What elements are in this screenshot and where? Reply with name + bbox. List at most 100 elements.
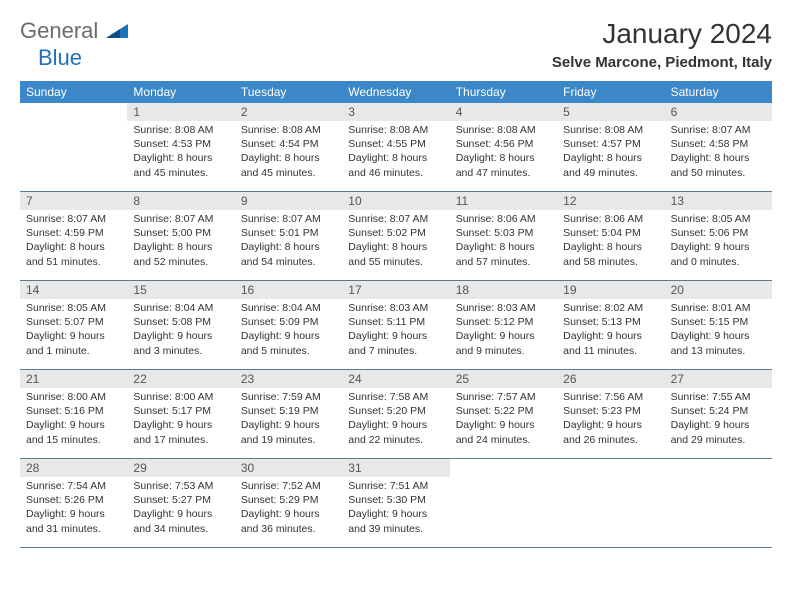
sunset-text: Sunset: 5:20 PM bbox=[348, 404, 443, 418]
sunrise-text: Sunrise: 8:07 AM bbox=[241, 212, 336, 226]
logo-word-general: General bbox=[20, 18, 98, 43]
day-cell: 20Sunrise: 8:01 AMSunset: 5:15 PMDayligh… bbox=[665, 281, 772, 369]
logo: General Blue bbox=[20, 18, 128, 71]
sunrise-text: Sunrise: 8:08 AM bbox=[348, 123, 443, 137]
day-details: Sunrise: 8:00 AMSunset: 5:16 PMDaylight:… bbox=[20, 388, 127, 453]
day-cell: 21Sunrise: 8:00 AMSunset: 5:16 PMDayligh… bbox=[20, 370, 127, 458]
day-cell: 14Sunrise: 8:05 AMSunset: 5:07 PMDayligh… bbox=[20, 281, 127, 369]
daylight-text: Daylight: 9 hours and 0 minutes. bbox=[671, 240, 766, 268]
day-details: Sunrise: 8:06 AMSunset: 5:04 PMDaylight:… bbox=[557, 210, 664, 275]
daylight-text: Daylight: 8 hours and 45 minutes. bbox=[241, 151, 336, 179]
daylight-text: Daylight: 9 hours and 9 minutes. bbox=[456, 329, 551, 357]
sunset-text: Sunset: 4:54 PM bbox=[241, 137, 336, 151]
day-cell: 9Sunrise: 8:07 AMSunset: 5:01 PMDaylight… bbox=[235, 192, 342, 280]
sunset-text: Sunset: 5:17 PM bbox=[133, 404, 228, 418]
day-cell: 13 Sunrise: 8:05 AMSunset: 5:06 PMDayligh… bbox=[665, 192, 772, 280]
day-cell: 15Sunrise: 8:04 AMSunset: 5:08 PMDayligh… bbox=[127, 281, 234, 369]
day-number: 13 bbox=[665, 192, 772, 210]
day-details: Sunrise: 7:53 AMSunset: 5:27 PMDaylight:… bbox=[127, 477, 234, 542]
day-cell: 25Sunrise: 7:57 AMSunset: 5:22 PMDayligh… bbox=[450, 370, 557, 458]
day-number: 9 bbox=[235, 192, 342, 210]
header-row: General Blue January 2024 Selve Marcone,… bbox=[20, 18, 772, 71]
sunset-text: Sunset: 5:06 PM bbox=[671, 226, 766, 240]
logo-word-blue: Blue bbox=[38, 45, 82, 70]
daylight-text: Daylight: 8 hours and 50 minutes. bbox=[671, 151, 766, 179]
sunset-text: Sunset: 5:08 PM bbox=[133, 315, 228, 329]
day-details: Sunrise: 8:07 AMSunset: 4:58 PMDaylight:… bbox=[665, 121, 772, 186]
sunset-text: Sunset: 5:00 PM bbox=[133, 226, 228, 240]
week-row: 28Sunrise: 7:54 AMSunset: 5:26 PMDayligh… bbox=[20, 459, 772, 548]
sunset-text: Sunset: 5:19 PM bbox=[241, 404, 336, 418]
sunrise-text: Sunrise: 7:55 AM bbox=[671, 390, 766, 404]
daylight-text: Daylight: 9 hours and 13 minutes. bbox=[671, 329, 766, 357]
day-details: Sunrise: 8:08 AMSunset: 4:56 PMDaylight:… bbox=[450, 121, 557, 186]
day-cell: 6Sunrise: 8:07 AMSunset: 4:58 PMDaylight… bbox=[665, 103, 772, 191]
day-number: 18 bbox=[450, 281, 557, 299]
day-details: Sunrise: 7:57 AMSunset: 5:22 PMDaylight:… bbox=[450, 388, 557, 453]
day-number: 23 bbox=[235, 370, 342, 388]
daylight-text: Daylight: 8 hours and 58 minutes. bbox=[563, 240, 658, 268]
sunrise-text: Sunrise: 7:51 AM bbox=[348, 479, 443, 493]
sunset-text: Sunset: 5:16 PM bbox=[26, 404, 121, 418]
day-number: 15 bbox=[127, 281, 234, 299]
day-details: Sunrise: 7:51 AMSunset: 5:30 PMDaylight:… bbox=[342, 477, 449, 542]
day-details: Sunrise: 8:03 AMSunset: 5:12 PMDaylight:… bbox=[450, 299, 557, 364]
day-number: 26 bbox=[557, 370, 664, 388]
day-number: 16 bbox=[235, 281, 342, 299]
day-number: 19 bbox=[557, 281, 664, 299]
sunset-text: Sunset: 5:13 PM bbox=[563, 315, 658, 329]
daylight-text: Daylight: 8 hours and 49 minutes. bbox=[563, 151, 658, 179]
day-details: Sunrise: 8:08 AMSunset: 4:55 PMDaylight:… bbox=[342, 121, 449, 186]
sunset-text: Sunset: 5:26 PM bbox=[26, 493, 121, 507]
day-cell: 17Sunrise: 8:03 AMSunset: 5:11 PMDayligh… bbox=[342, 281, 449, 369]
day-cell: 23Sunrise: 7:59 AMSunset: 5:19 PMDayligh… bbox=[235, 370, 342, 458]
day-cell: 4Sunrise: 8:08 AMSunset: 4:56 PMDaylight… bbox=[450, 103, 557, 191]
day-number: 1 bbox=[127, 103, 234, 121]
weekday-thu: Thursday bbox=[450, 81, 557, 103]
day-cell bbox=[665, 459, 772, 547]
day-number bbox=[450, 459, 557, 477]
daylight-text: Daylight: 9 hours and 3 minutes. bbox=[133, 329, 228, 357]
week-row: 21Sunrise: 8:00 AMSunset: 5:16 PMDayligh… bbox=[20, 370, 772, 459]
sunrise-text: Sunrise: 7:58 AM bbox=[348, 390, 443, 404]
daylight-text: Daylight: 8 hours and 54 minutes. bbox=[241, 240, 336, 268]
sunrise-text: Sunrise: 7:56 AM bbox=[563, 390, 658, 404]
sunrise-text: Sunrise: 8:06 AM bbox=[456, 212, 551, 226]
day-number: 17 bbox=[342, 281, 449, 299]
sunrise-text: Sunrise: 8:08 AM bbox=[563, 123, 658, 137]
day-number: 27 bbox=[665, 370, 772, 388]
day-cell: 16Sunrise: 8:04 AMSunset: 5:09 PMDayligh… bbox=[235, 281, 342, 369]
day-cell: 3Sunrise: 8:08 AMSunset: 4:55 PMDaylight… bbox=[342, 103, 449, 191]
daylight-text: Daylight: 9 hours and 7 minutes. bbox=[348, 329, 443, 357]
daylight-text: Daylight: 9 hours and 39 minutes. bbox=[348, 507, 443, 535]
sunrise-text: Sunrise: 8:08 AM bbox=[241, 123, 336, 137]
daylight-text: Daylight: 8 hours and 47 minutes. bbox=[456, 151, 551, 179]
daylight-text: Daylight: 8 hours and 45 minutes. bbox=[133, 151, 228, 179]
day-cell: 7Sunrise: 8:07 AMSunset: 4:59 PMDaylight… bbox=[20, 192, 127, 280]
day-number: 31 bbox=[342, 459, 449, 477]
daylight-text: Daylight: 9 hours and 5 minutes. bbox=[241, 329, 336, 357]
day-cell: 12Sunrise: 8:06 AMSunset: 5:04 PMDayligh… bbox=[557, 192, 664, 280]
day-number: 25 bbox=[450, 370, 557, 388]
day-cell: 26Sunrise: 7:56 AMSunset: 5:23 PMDayligh… bbox=[557, 370, 664, 458]
sunset-text: Sunset: 5:23 PM bbox=[563, 404, 658, 418]
daylight-text: Daylight: 9 hours and 17 minutes. bbox=[133, 418, 228, 446]
sunset-text: Sunset: 5:02 PM bbox=[348, 226, 443, 240]
daylight-text: Daylight: 9 hours and 29 minutes. bbox=[671, 418, 766, 446]
sunrise-text: Sunrise: 7:52 AM bbox=[241, 479, 336, 493]
sunrise-text: Sunrise: 7:53 AM bbox=[133, 479, 228, 493]
daylight-text: Daylight: 9 hours and 34 minutes. bbox=[133, 507, 228, 535]
day-number: 20 bbox=[665, 281, 772, 299]
sunrise-text: Sunrise: 8:05 AM bbox=[671, 212, 766, 226]
day-number: 22 bbox=[127, 370, 234, 388]
weekday-header-row: Sunday Monday Tuesday Wednesday Thursday… bbox=[20, 81, 772, 103]
day-details: Sunrise: 7:56 AMSunset: 5:23 PMDaylight:… bbox=[557, 388, 664, 453]
day-number bbox=[557, 459, 664, 477]
daylight-text: Daylight: 9 hours and 22 minutes. bbox=[348, 418, 443, 446]
day-cell: 1Sunrise: 8:08 AMSunset: 4:53 PMDaylight… bbox=[127, 103, 234, 191]
day-details: Sunrise: 7:54 AMSunset: 5:26 PMDaylight:… bbox=[20, 477, 127, 542]
day-details: Sunrise: 8:03 AMSunset: 5:11 PMDaylight:… bbox=[342, 299, 449, 364]
day-details: Sunrise: 8:08 AMSunset: 4:54 PMDaylight:… bbox=[235, 121, 342, 186]
day-details: Sunrise: 8:01 AMSunset: 5:15 PMDaylight:… bbox=[665, 299, 772, 364]
day-details: Sunrise: 8:06 AMSunset: 5:03 PMDaylight:… bbox=[450, 210, 557, 275]
